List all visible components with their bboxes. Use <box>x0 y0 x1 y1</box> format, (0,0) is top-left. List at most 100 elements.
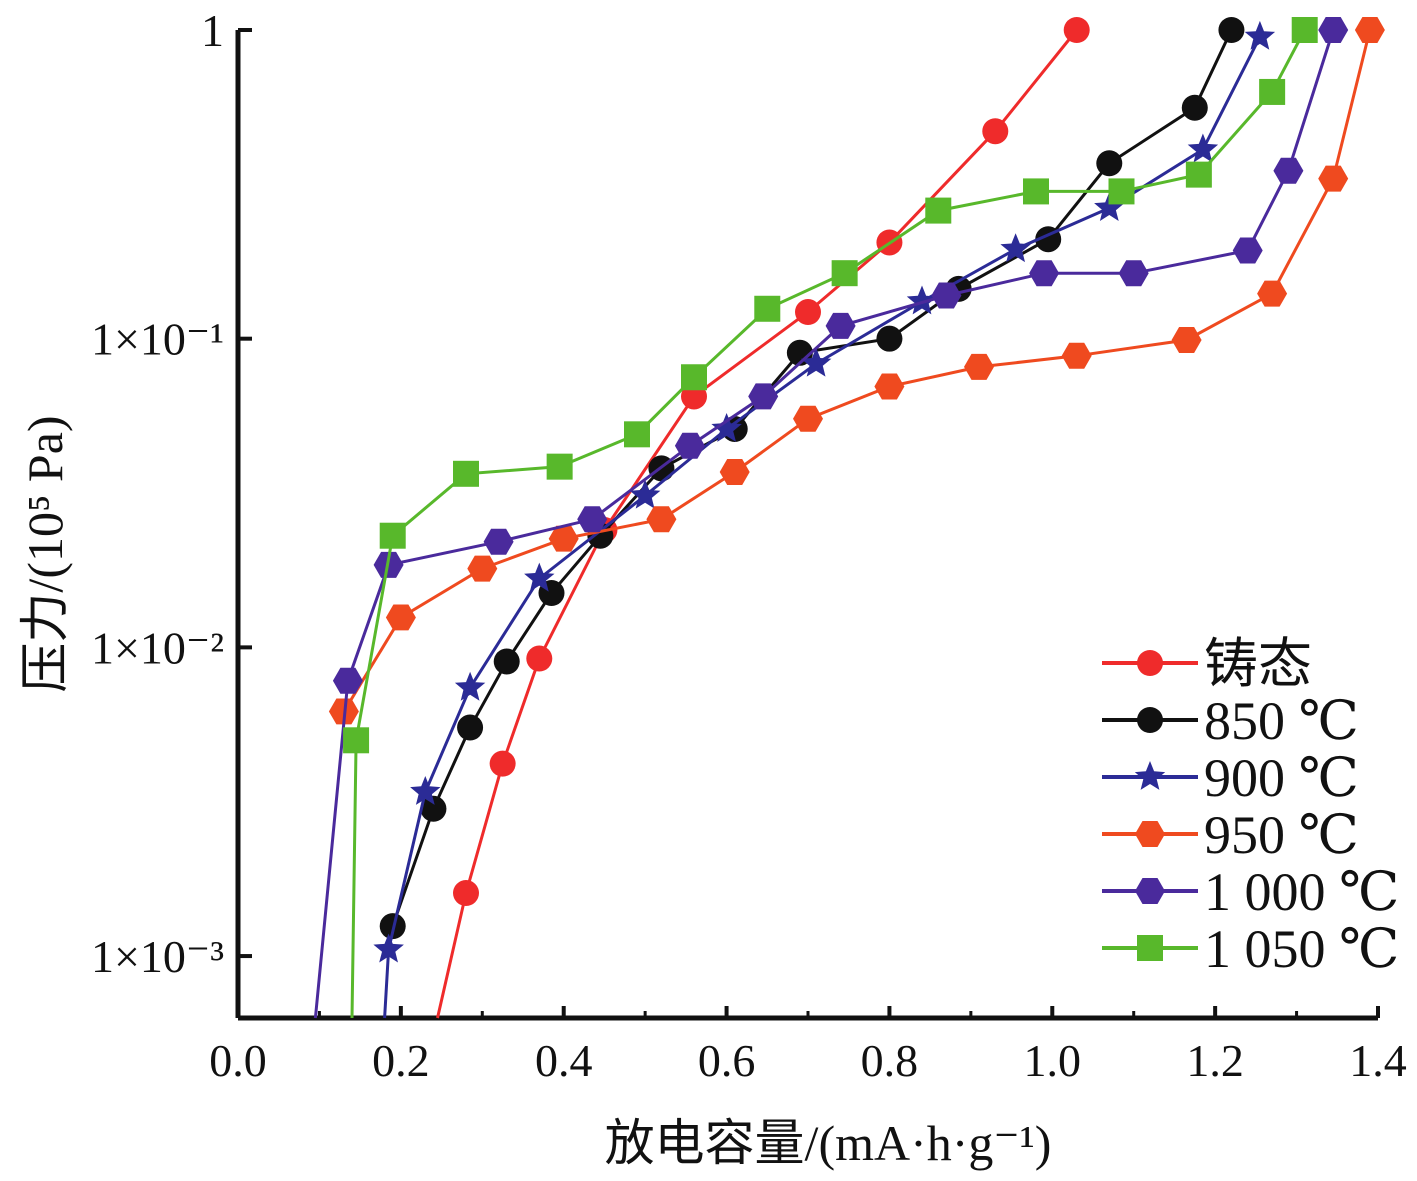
series-line <box>350 29 1307 1019</box>
x-axis-title: 放电容量/(mA·h·g⁻¹) <box>605 1115 1052 1171</box>
legend-label: 1 000 ℃ <box>1204 862 1399 922</box>
data-point <box>800 347 832 377</box>
data-point <box>493 648 520 675</box>
data-point <box>453 880 479 907</box>
data-point <box>1244 20 1276 50</box>
legend-marker <box>1135 821 1165 847</box>
legend-item-3: 900 ℃ <box>1102 748 1359 808</box>
data-point <box>1185 161 1212 188</box>
data-point <box>385 604 416 631</box>
data-point <box>1187 133 1219 163</box>
legend-label: 铸态 <box>1204 634 1312 694</box>
x-tick-label: 0.8 <box>861 1035 919 1086</box>
data-point <box>546 453 573 480</box>
data-point <box>1108 178 1135 205</box>
y-tick-label: 1×10⁻¹ <box>91 314 224 365</box>
data-point <box>754 295 781 322</box>
data-point <box>1218 17 1245 43</box>
data-point <box>379 522 406 549</box>
data-point <box>1118 260 1149 287</box>
series-4 <box>328 17 1385 725</box>
x-tick-label: 1.0 <box>1024 1035 1082 1086</box>
data-point <box>748 383 779 410</box>
data-point <box>548 525 579 552</box>
legend-item-5: 1 000 ℃ <box>1102 862 1399 922</box>
data-point <box>629 479 661 509</box>
data-point <box>410 776 441 805</box>
y-tick-label: 1×10⁻² <box>91 622 224 673</box>
data-point <box>1096 150 1123 177</box>
x-tick-label: 0.6 <box>698 1035 756 1086</box>
data-point <box>467 555 498 582</box>
data-point <box>1094 192 1125 221</box>
series-1 <box>436 17 1090 1019</box>
data-point <box>646 506 677 533</box>
data-point <box>1029 260 1060 287</box>
data-point <box>577 506 608 533</box>
data-point <box>674 432 705 459</box>
data-point <box>1063 17 1090 43</box>
legend-item-4: 950 ℃ <box>1102 805 1359 865</box>
data-point <box>825 312 856 339</box>
data-point <box>624 421 650 448</box>
y-tick-label: 1×10⁻³ <box>91 931 224 982</box>
legend-item-2: 850 ℃ <box>1102 691 1359 751</box>
series-line <box>313 29 1335 1019</box>
data-point <box>681 364 707 391</box>
data-point <box>1023 178 1049 205</box>
data-point <box>1291 17 1318 43</box>
data-point <box>1232 237 1263 264</box>
data-point <box>1257 280 1288 307</box>
data-point <box>1171 327 1202 353</box>
data-point <box>454 671 486 701</box>
x-tick-label: 0.0 <box>209 1035 267 1086</box>
legend-label: 900 ℃ <box>1204 748 1359 808</box>
legend-marker <box>1137 935 1163 961</box>
data-point <box>925 197 952 224</box>
data-point <box>719 459 750 485</box>
data-point <box>1318 17 1349 43</box>
legend-label: 1 050 ℃ <box>1204 919 1399 979</box>
series-3 <box>373 20 1276 1019</box>
legend-label: 850 ℃ <box>1204 691 1359 751</box>
y-tick-label: 1 <box>201 5 224 56</box>
series-line <box>342 29 1372 713</box>
data-point <box>453 460 479 487</box>
legend-label: 950 ℃ <box>1204 805 1359 865</box>
data-point <box>931 282 962 309</box>
data-point <box>1354 17 1385 43</box>
legend-marker <box>1135 878 1165 904</box>
data-point <box>373 933 404 963</box>
data-point <box>332 667 363 694</box>
data-point <box>831 260 858 287</box>
data-point <box>1318 165 1349 192</box>
data-point <box>489 750 516 777</box>
data-point <box>1259 78 1286 105</box>
data-point <box>874 373 905 400</box>
legend-item-1: 铸态 <box>1102 634 1312 694</box>
x-tick-label: 1.4 <box>1349 1035 1407 1086</box>
data-point <box>711 413 742 442</box>
series-6 <box>343 17 1318 1019</box>
data-point <box>1181 94 1208 121</box>
data-point <box>906 285 938 315</box>
data-point <box>1000 233 1031 263</box>
legend-marker <box>1134 761 1166 790</box>
data-point <box>524 562 555 592</box>
data-point <box>876 325 903 352</box>
data-point <box>343 727 370 754</box>
legend-marker <box>1137 650 1163 676</box>
y-axis-title: 压力/(10⁵ Pa) <box>17 415 73 692</box>
data-point <box>457 714 484 741</box>
x-tick-label: 0.4 <box>535 1035 593 1086</box>
series-layer <box>313 17 1385 1019</box>
axes: 0.0 0.2 0.4 0.6 0.8 1.0 1.2 1.4 1×10⁻³ 1×10⁻² 1×10… <box>91 5 1407 1086</box>
data-point <box>982 118 1009 145</box>
data-point <box>795 299 821 326</box>
legend-marker <box>1137 707 1163 733</box>
series-2 <box>379 17 1245 940</box>
x-tick-label: 0.2 <box>372 1035 430 1086</box>
data-point <box>483 528 514 555</box>
data-point <box>420 795 447 822</box>
